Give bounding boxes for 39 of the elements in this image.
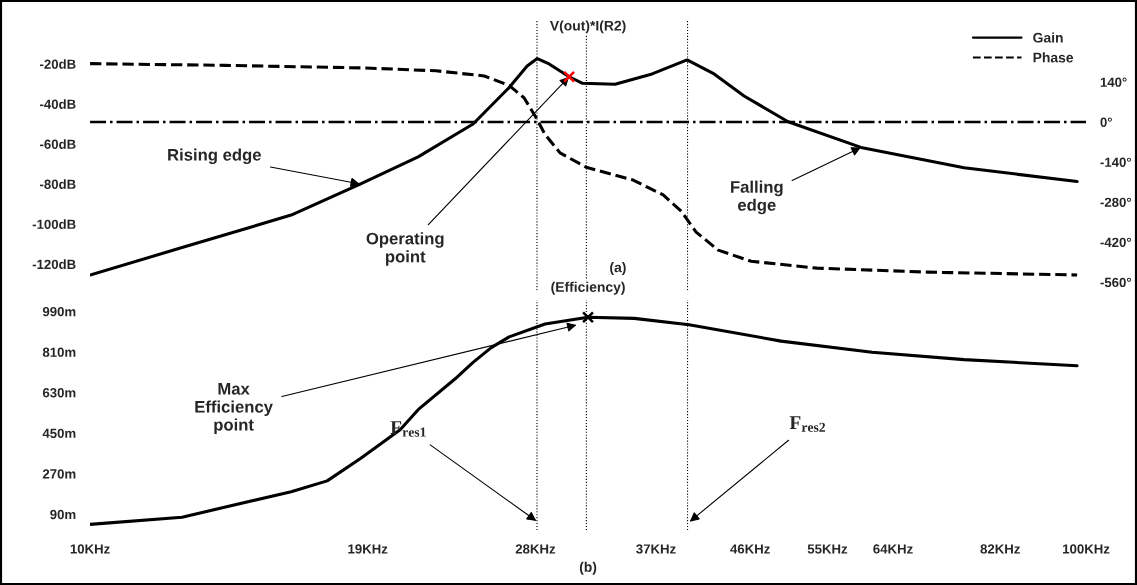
x-axis-title: (a): [610, 262, 626, 276]
y-tick-label: 90m: [50, 509, 76, 520]
x-tick-label: 82KHz: [980, 544, 1020, 554]
annotation: Operating point: [366, 232, 444, 266]
y2-tick-label: -280°: [1100, 197, 1132, 207]
y2-tick-label: -560°: [1100, 277, 1132, 288]
x-tick-label: 19KHz: [348, 544, 388, 554]
chart-title: (Efficiency): [551, 281, 625, 295]
y-tick-label: -80dB: [40, 179, 76, 189]
legend-label: Phase: [1033, 52, 1074, 63]
x-axis-title: (b): [579, 561, 597, 575]
legend-label: Gain: [1033, 32, 1063, 43]
y-tick-label: -100dB: [32, 219, 76, 229]
x-tick-label: 55KHz: [807, 544, 848, 554]
x-tick-label: 10KHz: [70, 544, 110, 554]
y-tick-label: -20dB: [40, 59, 76, 69]
y-tick-label: 810m: [42, 347, 76, 357]
y2-tick-label: 140°: [1100, 77, 1127, 87]
x-tick-label: 37KHz: [636, 544, 676, 554]
y-tick-label: 990m: [42, 306, 76, 317]
x-tick-label: 28KHz: [515, 544, 556, 554]
y-tick-label: 450m: [42, 428, 76, 438]
chart-title: V(out)*I(R2): [549, 20, 626, 34]
x-tick-label: 100KHz: [1063, 544, 1110, 554]
y2-tick-label: -140°: [1100, 157, 1132, 167]
annotation: F$_{res2}$: [789, 416, 826, 432]
annotation: Falling edge: [731, 180, 783, 215]
x-tick-label: 46KHz: [730, 544, 770, 554]
annotation: Rising edge: [168, 148, 261, 165]
y-tick-label: -60dB: [40, 139, 76, 149]
y-tick-label: 630m: [42, 388, 76, 398]
y-tick-label: -120dB: [32, 259, 76, 270]
y2-tick-label: -420°: [1100, 237, 1132, 248]
annotation: F$_{res1}$: [390, 421, 426, 437]
x-tick-label: 64KHz: [873, 544, 913, 554]
y-tick-label: -40dB: [40, 99, 76, 109]
y-tick-label: 270m: [42, 469, 76, 479]
annotation: Max Efficiency point: [195, 383, 273, 434]
y2-tick-label: 0°: [1100, 117, 1112, 127]
